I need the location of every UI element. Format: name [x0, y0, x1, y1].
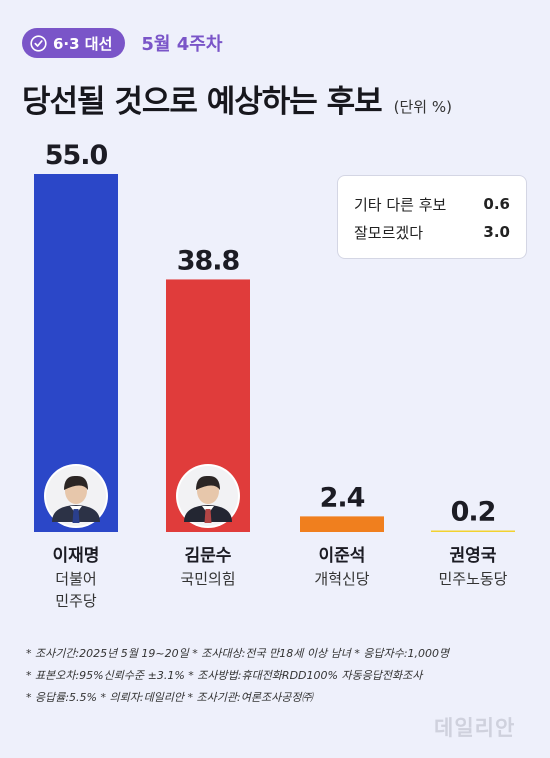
candidate-label-lee-jaemyung: 이재명 더불어 민주당 [16, 544, 136, 612]
survey-notes: * 조사기간:2025년 5월 19~20일 * 조사대상:전국 만18세 이상… [26, 643, 536, 709]
unsure-row: 잘모르겠다 3.0 [354, 218, 510, 246]
other-value: 0.6 [483, 195, 510, 213]
bar [431, 530, 515, 532]
unsure-label: 잘모르겠다 [354, 223, 424, 242]
bar-group: 2.4 [300, 482, 384, 532]
candidate-photo [44, 464, 108, 528]
party-name: 국민의힘 [180, 570, 236, 588]
party-name: 개혁신당 [314, 570, 370, 588]
bar-value-label: 38.8 [177, 245, 240, 276]
bar [300, 516, 384, 532]
watermark-logo: 데일리안 [434, 716, 516, 740]
bar-value-label: 0.2 [451, 497, 496, 528]
election-badge-label: 6·3 대선 [53, 34, 113, 53]
unit-label: (단위 %) [393, 98, 452, 116]
candidate-photo [176, 464, 240, 528]
unsure-value: 3.0 [483, 223, 510, 241]
party-name: 민주노동당 [438, 570, 508, 588]
note-line: * 표본오차:95%신뢰수준 ±3.1% * 조사방법:휴대전화RDD100% … [26, 669, 423, 682]
candidate-name: 김문수 [184, 546, 232, 566]
hair-shape [64, 475, 88, 490]
headline: 당선될 것으로 예상하는 후보 (단위 %) [22, 76, 452, 121]
candidate-label-lee-junseok: 이준석 개혁신당 [282, 544, 402, 590]
ballot-check-icon [30, 34, 47, 52]
other-label: 기타 다른 후보 [354, 195, 447, 214]
necktie [72, 509, 80, 523]
candidate-name: 이준석 [318, 546, 366, 566]
bar-value-label: 2.4 [320, 482, 365, 513]
election-badge: 6·3 대선 [22, 28, 126, 58]
party-name: 더불어 민주당 [55, 570, 97, 610]
candidate-name: 권영국 [449, 546, 497, 566]
chart-title: 당선될 것으로 예상하는 후보 [22, 84, 383, 120]
candidate-label-kim-moonsoo: 김문수 국민의힘 [148, 544, 268, 590]
necktie [204, 509, 212, 523]
note-line: * 조사기간:2025년 5월 19~20일 * 조사대상:전국 만18세 이상… [26, 647, 450, 660]
header-row: 6·3 대선 5월 4주차 [22, 28, 222, 58]
other-row: 기타 다른 후보 0.6 [354, 190, 510, 218]
survey-week: 5월 4주차 [141, 34, 223, 55]
hair-shape [196, 475, 220, 490]
bar-value-label: 55.0 [45, 140, 108, 171]
note-line: * 응답률:5.5% * 의뢰자:데일리안 * 조사기관:여론조사공정㈜ [26, 691, 313, 704]
bar-group: 0.2 [431, 497, 515, 532]
candidate-label-kwon-yeongguk: 권영국 민주노동당 [413, 544, 533, 590]
candidate-name: 이재명 [52, 546, 100, 566]
other-responses-box: 기타 다른 후보 0.6 잘모르겠다 3.0 [337, 175, 527, 259]
